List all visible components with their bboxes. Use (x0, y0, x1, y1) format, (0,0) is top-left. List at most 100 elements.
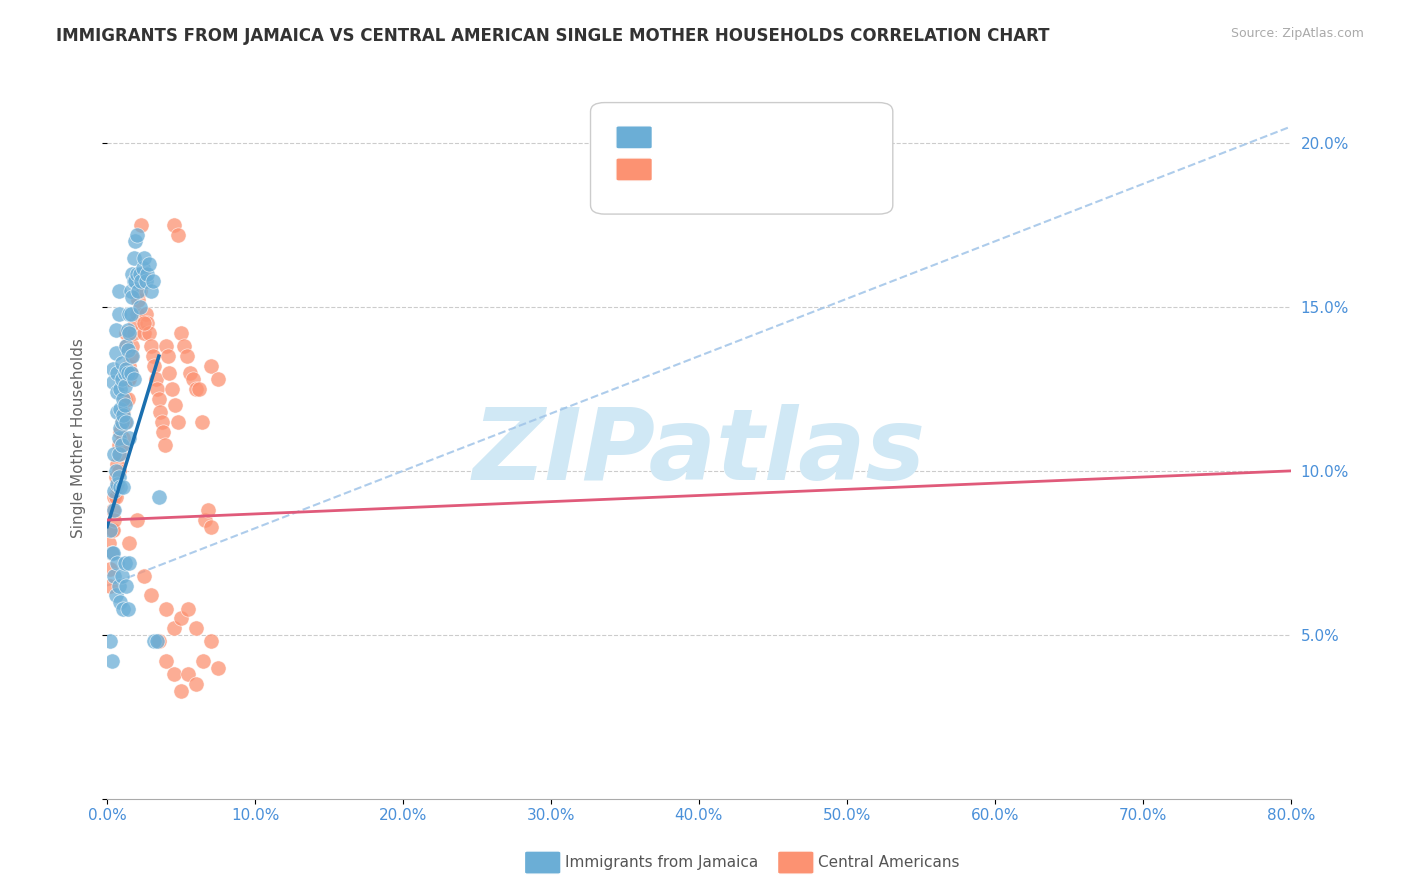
Point (111, 415, 134, 429)
Point (167, 227, 190, 242)
Point (121, 290, 143, 304)
Point (103, 448, 125, 462)
Point (118, 556, 141, 570)
Point (110, 595, 132, 609)
Point (100, 546, 122, 560)
Point (101, 503, 124, 517)
Point (121, 267, 143, 281)
Point (118, 536, 141, 550)
Point (142, 349, 165, 363)
Point (197, 503, 219, 517)
Point (118, 372, 141, 386)
Point (149, 405, 172, 419)
Point (177, 601, 200, 615)
Point (145, 372, 167, 386)
Point (117, 392, 139, 406)
Point (120, 349, 142, 363)
Point (148, 490, 170, 504)
Point (150, 415, 173, 429)
Point (117, 366, 139, 380)
Point (120, 366, 142, 380)
Point (122, 372, 145, 386)
Point (98, 579, 121, 593)
Point (111, 437, 134, 451)
Point (177, 667, 200, 681)
Point (104, 346, 127, 360)
Point (122, 251, 145, 265)
Point (125, 227, 148, 242)
Point (104, 323, 127, 337)
Point (184, 621, 207, 635)
Point (207, 372, 229, 386)
Point (110, 425, 132, 439)
Point (200, 519, 222, 533)
Point (101, 376, 124, 390)
Point (207, 660, 229, 674)
Point (125, 306, 148, 320)
Point (103, 503, 125, 517)
Point (155, 601, 177, 615)
Point (103, 513, 125, 527)
Text: R =  0.146   N = 94: R = 0.146 N = 94 (658, 161, 820, 178)
Point (108, 464, 131, 478)
Point (193, 654, 215, 668)
Point (120, 366, 142, 380)
Point (156, 349, 179, 363)
Point (138, 257, 160, 271)
Point (107, 477, 129, 491)
Point (101, 362, 124, 376)
Point (100, 523, 122, 537)
Point (148, 392, 170, 406)
Point (125, 513, 148, 527)
Point (104, 464, 127, 478)
Point (142, 274, 165, 288)
Y-axis label: Single Mother Households: Single Mother Households (72, 338, 86, 538)
Point (200, 359, 222, 373)
Point (118, 359, 141, 373)
Point (103, 490, 125, 504)
Point (125, 267, 148, 281)
Point (115, 415, 138, 429)
Point (122, 326, 145, 341)
Point (187, 382, 209, 396)
Point (184, 677, 207, 691)
Point (138, 326, 160, 341)
Point (108, 437, 131, 451)
Point (155, 654, 177, 668)
Point (118, 306, 141, 320)
Point (104, 589, 127, 603)
Point (101, 523, 124, 537)
Point (179, 366, 201, 380)
Point (148, 634, 170, 648)
Point (107, 385, 129, 400)
Point (129, 218, 152, 232)
Point (108, 448, 131, 462)
Text: Source: ZipAtlas.com: Source: ZipAtlas.com (1230, 27, 1364, 40)
Point (101, 546, 124, 560)
Point (117, 343, 139, 357)
Point (97, 536, 120, 550)
Point (103, 569, 125, 583)
Point (191, 415, 214, 429)
Point (132, 326, 155, 341)
Point (98, 562, 121, 576)
Point (146, 634, 169, 648)
Point (108, 284, 131, 298)
Point (127, 284, 149, 298)
Point (135, 274, 157, 288)
Point (157, 366, 180, 380)
Point (107, 480, 129, 494)
Text: Immigrants from Jamaica: Immigrants from Jamaica (565, 855, 758, 870)
Point (131, 260, 153, 275)
Point (110, 421, 132, 435)
Point (103, 483, 125, 498)
Point (200, 634, 222, 648)
Point (108, 306, 131, 320)
Point (141, 589, 163, 603)
Point (128, 267, 150, 281)
Point (136, 267, 159, 281)
Point (108, 470, 131, 484)
Point (163, 621, 186, 635)
Point (176, 349, 198, 363)
Point (132, 251, 155, 265)
